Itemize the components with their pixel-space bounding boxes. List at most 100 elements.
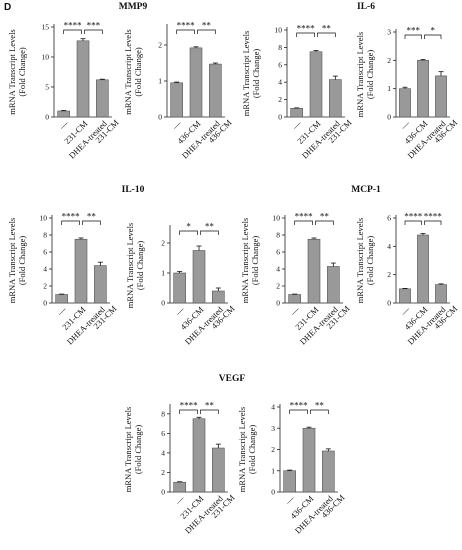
y-tick-label: 8 — [278, 43, 282, 52]
y-tick-label: 2 — [387, 270, 391, 279]
bar — [288, 294, 301, 304]
significance-stars: ** — [320, 212, 330, 222]
bar — [417, 60, 429, 118]
chart-mmp9-231: mRNA Transcript Levels(Fold Change) 0 5 10 1… — [7, 21, 121, 161]
significance-bracket — [63, 29, 82, 34]
y-tick-label: 4 — [278, 78, 282, 87]
bar — [96, 79, 109, 118]
y-axis-label-line: (Fold Change) — [251, 49, 261, 99]
chart-mcp1-436: mRNA Transcript Levels(Fold Change) 0 2 4 6 *… — [355, 212, 460, 347]
significance-stars: **** — [404, 212, 423, 222]
y-tick-label: 2 — [387, 56, 391, 65]
y-axis-label: mRNA Transcript Levels(Fold Change) — [355, 32, 375, 117]
y-tick-label: 6 — [276, 248, 280, 257]
y-axis-label: mRNA Transcript Levels(Fold Change) — [237, 407, 257, 492]
y-tick-label: 1 — [158, 77, 162, 86]
significance-bracket — [315, 220, 334, 225]
x-tick-label-line: — — [287, 304, 301, 318]
y-tick-label: 0 — [387, 113, 391, 122]
y-tick-label: 2 — [271, 445, 275, 454]
y-axis-label-line: mRNA Transcript Levels — [7, 218, 17, 303]
y-tick-label: 1 — [271, 466, 275, 475]
bar — [76, 40, 90, 118]
y-tick-label: 4 — [276, 265, 280, 274]
bar — [327, 266, 340, 304]
y-tick-label: 0 — [161, 488, 165, 497]
y-axis-label: mRNA Transcript Levels(Fold Change) — [125, 223, 145, 308]
x-tick-label: — — [56, 118, 70, 132]
y-tick-label: 8 — [276, 231, 280, 240]
y-tick-label: 0 — [43, 299, 47, 308]
bar — [417, 234, 429, 304]
significance-bracket — [200, 409, 219, 414]
significance-bracket — [176, 29, 195, 34]
y-tick-label: 8 — [161, 409, 165, 418]
y-tick-label: 6 — [387, 214, 391, 223]
y-tick-label: 3 — [271, 424, 275, 433]
y-tick-label: 1 — [161, 269, 165, 278]
y-tick-label: 10 — [275, 26, 283, 35]
significance-bracket — [179, 409, 198, 414]
significance-bracket — [61, 220, 80, 225]
chart-il10-436: mRNA Transcript Levels(Fold Change)012* *… — [125, 222, 237, 347]
significance-stars: ** — [205, 401, 215, 411]
bar — [212, 290, 225, 304]
significance-bracket — [197, 29, 216, 34]
y-tick-label: 0 — [278, 113, 282, 122]
significance-stars: ** — [322, 24, 332, 34]
y-axis-label-line: mRNA Transcript Levels — [237, 407, 247, 492]
y-tick-label: 4 — [387, 242, 391, 251]
significance-stars: ** — [205, 222, 215, 232]
significance-stars: **** — [295, 212, 314, 222]
significance-bracket — [84, 29, 103, 34]
significance-bracket — [200, 230, 219, 235]
significance-stars: *** — [87, 21, 101, 31]
significance-bracket — [404, 220, 422, 225]
y-axis-label: mRNA Transcript Levels(Fold Change) — [123, 407, 143, 492]
significance-stars: ** — [87, 212, 97, 222]
significance-bracket — [404, 34, 422, 39]
significance-stars: **** — [64, 21, 83, 31]
y-tick-label: 5 — [45, 83, 49, 92]
x-tick-label-line: — — [169, 118, 183, 132]
y-axis-label-line: (Fold Change) — [17, 47, 27, 97]
bar — [192, 418, 206, 493]
bar — [435, 284, 447, 304]
y-axis-label: mRNA Transcript Levels(Fold Change) — [123, 29, 143, 114]
significance-stars: ** — [202, 21, 212, 31]
y-axis-label-line: mRNA Transcript Levels — [7, 29, 17, 114]
y-tick-label: 0 — [271, 488, 275, 497]
bar — [212, 447, 225, 493]
y-tick-label: 4 — [271, 403, 275, 412]
significance-stars: ** — [315, 401, 325, 411]
significance-bracket — [179, 230, 198, 235]
group-title-mmp9: MMP9 — [118, 2, 148, 12]
chart-vegf-231: mRNA Transcript Levels(Fold Change) 0 2 4 6 8… — [123, 401, 237, 536]
bar — [307, 238, 321, 304]
significance-stars: **** — [290, 401, 309, 411]
bar — [170, 82, 183, 118]
significance-bracket — [310, 409, 329, 414]
y-axis-label: mRNA Transcript Levels(Fold Change) — [241, 31, 261, 116]
y-tick-label: 2 — [161, 239, 165, 248]
bar — [309, 51, 323, 118]
bar — [173, 481, 186, 493]
significance-bracket — [296, 32, 315, 37]
significance-bracket — [424, 34, 442, 39]
bar — [189, 47, 203, 118]
bar — [329, 79, 342, 118]
chart-vegf-436: mRNA Transcript Levels(Fold Change) 0 1 2 3 4… — [237, 401, 347, 536]
y-tick-label: 2 — [276, 282, 280, 291]
y-axis-label-line: mRNA Transcript Levels — [355, 32, 365, 117]
y-tick-label: 6 — [43, 248, 47, 257]
y-tick-label: 0 — [276, 299, 280, 308]
group-title-mcp1: MCP-1 — [351, 185, 381, 195]
x-tick-label: — — [287, 304, 301, 318]
bar — [283, 470, 296, 493]
y-tick-label: 0 — [45, 113, 49, 122]
bar — [290, 108, 303, 118]
group-title-vegf: VEGF — [218, 374, 246, 384]
chart-mcp1-231: mRNA Transcript Levels(Fold Change) 0 2 4 6 8… — [240, 212, 352, 347]
bar — [302, 427, 316, 493]
x-tick-label: — — [282, 493, 296, 507]
